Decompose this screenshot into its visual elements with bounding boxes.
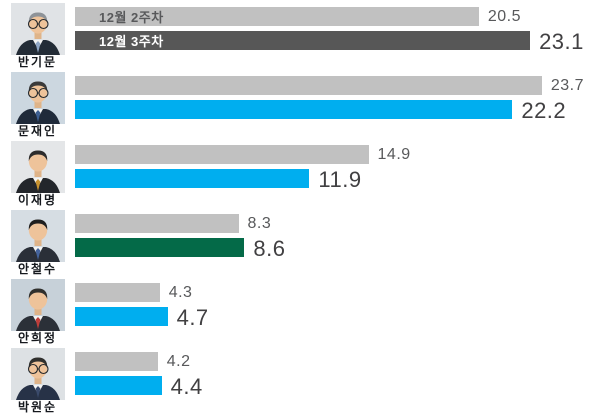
bar-week3 <box>75 169 310 188</box>
value-week2: 8.3 <box>247 214 272 232</box>
value-week2: 4.2 <box>166 352 191 370</box>
candidate-photo <box>10 279 65 331</box>
bar-week3: 12월 3주차 <box>75 31 531 50</box>
candidate-column: 박원순 <box>0 345 75 414</box>
candidate-photo <box>10 141 65 193</box>
bar-group: 14.9 11.9 <box>75 138 600 207</box>
candidate-photo <box>10 72 65 124</box>
value-week3: 8.6 <box>253 235 286 261</box>
bar-line-week2: 23.7 <box>75 76 600 95</box>
bar-group: 4.3 4.7 <box>75 276 600 345</box>
candidate-name: 문재인 <box>17 124 58 138</box>
bar-week3 <box>75 100 513 119</box>
candidate-photo <box>10 3 65 55</box>
value-week2: 23.7 <box>550 76 585 94</box>
candidate-column: 이재명 <box>0 138 75 207</box>
bar-group: 23.7 22.2 <box>75 69 600 138</box>
bar-line-week3: 11.9 <box>75 167 600 192</box>
candidate-name: 박원순 <box>17 400 58 414</box>
bar-line-week2: 4.2 <box>75 352 600 371</box>
candidate-name: 안철수 <box>17 262 58 276</box>
bar-week2 <box>75 352 158 371</box>
value-week2: 20.5 <box>487 7 521 25</box>
value-week3: 4.4 <box>170 373 203 399</box>
candidate-column: 안희정 <box>0 276 75 345</box>
candidate-name: 반기문 <box>17 55 58 69</box>
bar-week3 <box>75 307 168 326</box>
candidate-name: 이재명 <box>17 193 58 207</box>
bar-week3 <box>75 376 162 395</box>
candidate-column: 안철수 <box>0 207 75 276</box>
candidate-name: 안희정 <box>17 331 58 345</box>
candidate-row: 문재인 23.7 22.2 <box>0 69 600 138</box>
bar-line-week2: 14.9 <box>75 145 600 164</box>
bar-group: 12월 2주차 20.5 12월 3주차 23.1 <box>75 0 600 69</box>
bar-line-week3: 22.2 <box>75 98 600 123</box>
bar-week2 <box>75 145 369 164</box>
legend-week3-label: 12월 3주차 <box>99 34 164 49</box>
bar-group: 4.2 4.4 <box>75 345 600 414</box>
value-week3: 4.7 <box>176 304 209 330</box>
bar-week2 <box>75 76 542 95</box>
bar-line-week2: 12월 2주차 20.5 <box>75 7 600 26</box>
bar-line-week3: 4.4 <box>75 374 600 399</box>
candidate-photo <box>10 348 65 400</box>
value-week3: 22.2 <box>521 97 567 123</box>
value-week3: 11.9 <box>318 166 362 192</box>
value-week3: 23.1 <box>539 28 584 54</box>
legend-week2-label: 12월 2주차 <box>99 10 164 25</box>
bar-line-week2: 4.3 <box>75 283 600 302</box>
bar-week2 <box>75 214 239 233</box>
value-week2: 14.9 <box>377 145 411 163</box>
bar-week3 <box>75 238 245 257</box>
candidate-row: 안희정 4.3 4.7 <box>0 276 600 345</box>
bar-week2 <box>75 283 160 302</box>
bar-line-week3: 8.6 <box>75 236 600 261</box>
candidate-row: 박원순 4.2 4.4 <box>0 345 600 414</box>
candidate-photo <box>10 210 65 262</box>
bar-line-week3: 12월 3주차 23.1 <box>75 29 600 54</box>
candidate-row: 안철수 8.3 8.6 <box>0 207 600 276</box>
candidate-column: 문재인 <box>0 69 75 138</box>
bar-line-week3: 4.7 <box>75 305 600 330</box>
bar-line-week2: 8.3 <box>75 214 600 233</box>
bar-group: 8.3 8.6 <box>75 207 600 276</box>
value-week2: 4.3 <box>168 283 193 301</box>
bar-week2: 12월 2주차 <box>75 7 479 26</box>
candidate-row: 반기문 12월 2주차 20.5 12월 3주차 23.1 <box>0 0 600 69</box>
candidate-row: 이재명 14.9 11.9 <box>0 138 600 207</box>
candidate-column: 반기문 <box>0 0 75 69</box>
